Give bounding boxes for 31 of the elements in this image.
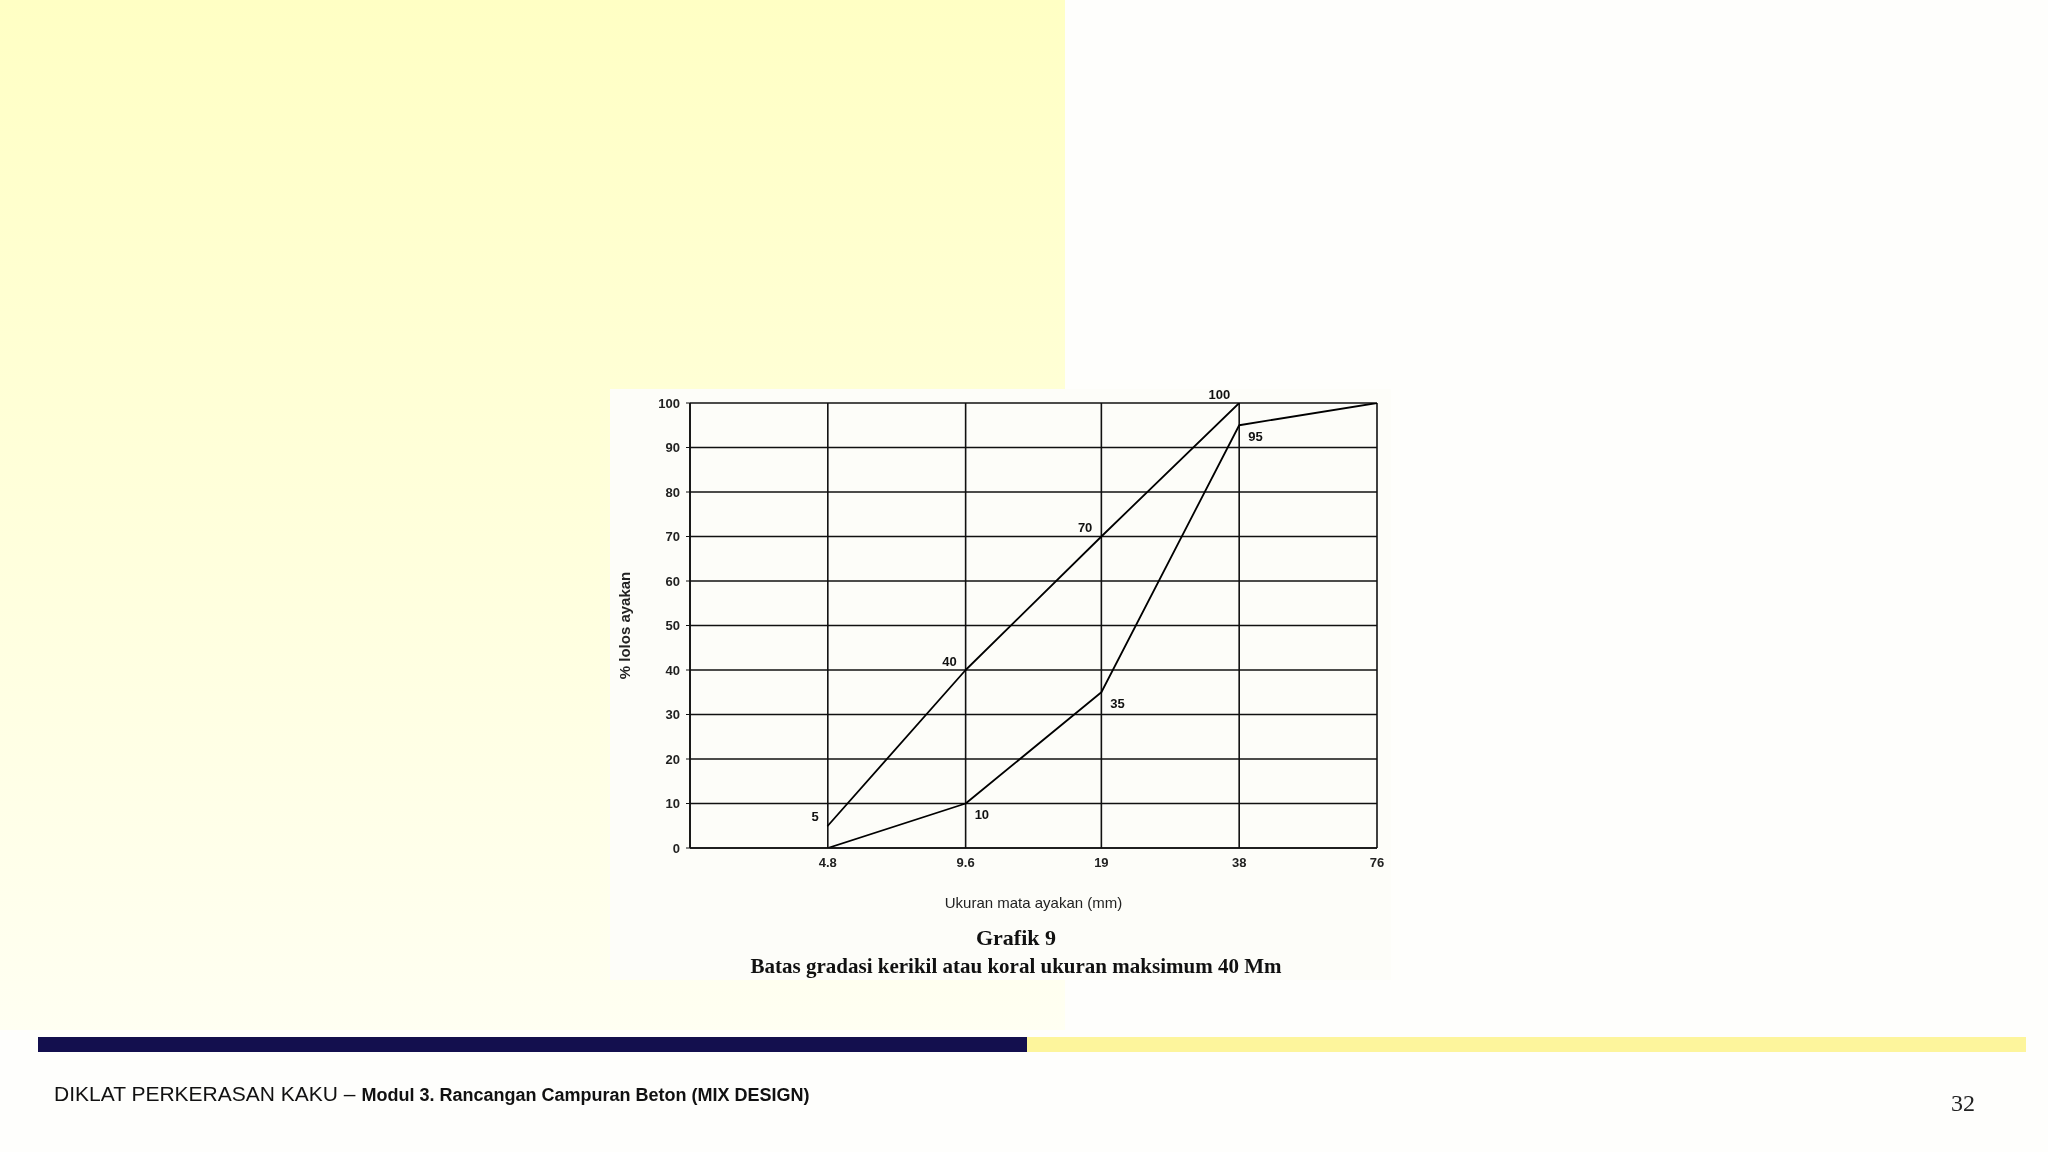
x-tick-label: 9.6 xyxy=(956,855,975,871)
line-series xyxy=(826,403,1241,827)
x-tick-label: 4.8 xyxy=(818,855,837,871)
y-tick-label: 80 xyxy=(665,484,680,500)
y-tick-label: 60 xyxy=(665,573,680,589)
x-tick-label: 38 xyxy=(1231,855,1247,871)
y-axis-title: % lolos ayakan xyxy=(615,571,633,680)
y-tick-label: 100 xyxy=(658,395,680,411)
y-tick-label: 10 xyxy=(665,796,680,812)
y-tick-label: 0 xyxy=(672,840,680,856)
data-label: 70 xyxy=(1077,520,1093,535)
text: Modul 3. Rancangan Campuran Beton (MIX DESIGN) xyxy=(361,1085,810,1106)
x-axis-title: Ukuran mata ayakan (mm) xyxy=(944,894,1123,911)
y-tick-label: 90 xyxy=(665,440,680,456)
x-tick-label: 19 xyxy=(1094,855,1109,871)
y-tick-label: 70 xyxy=(665,529,680,545)
data-label: 5 xyxy=(811,809,819,825)
y-tick-label: 30 xyxy=(665,707,680,723)
text: DIKLAT PERKERASAN KAKU – xyxy=(54,1082,356,1106)
text: Grafik 9 xyxy=(975,925,1057,951)
y-tick-label: 50 xyxy=(665,618,680,634)
x-tick-label: 76 xyxy=(1369,855,1385,871)
data-label: 40 xyxy=(942,653,957,669)
text: Batas gradasi kerikil atau koral ukuran maksimum 40 Mm xyxy=(750,954,1282,979)
y-tick-label: 20 xyxy=(665,751,680,767)
data-label: 35 xyxy=(1110,695,1125,711)
y-tick-label: 40 xyxy=(665,662,680,678)
text: 32 xyxy=(1951,1090,1975,1117)
data-label: 10 xyxy=(974,807,990,822)
data-label: 100 xyxy=(1208,386,1231,402)
data-label: 95 xyxy=(1248,428,1263,444)
